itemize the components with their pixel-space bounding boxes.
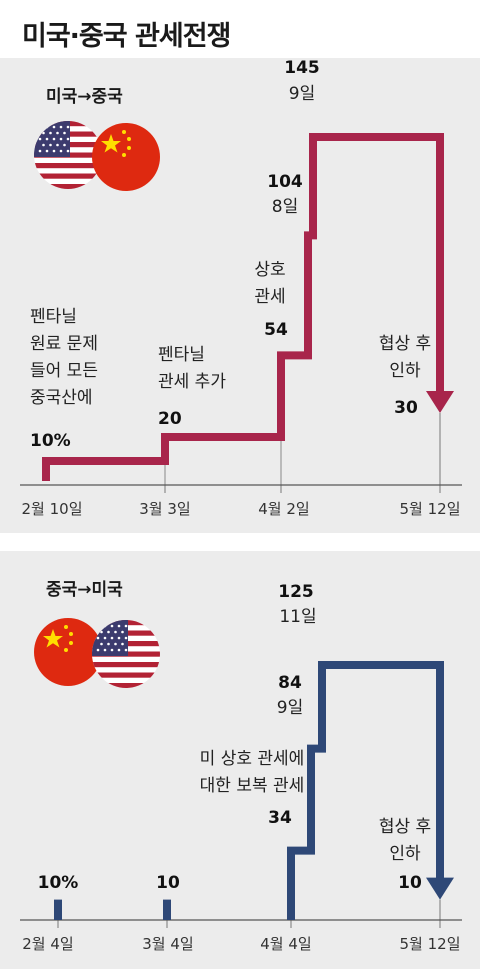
data-label: 30 [394,398,418,418]
x-tick-label: 3월 4일 [142,935,193,953]
annotation-text: 관세 [254,287,285,307]
x-tick-label: 4월 4일 [260,935,311,953]
x-tick-label: 5월 12일 [400,500,461,518]
us-to-china-chart: 미국→중국 [20,58,462,518]
data-label: 34 [268,808,292,828]
early-tariff-marks [54,899,171,920]
tariff-bar [54,899,62,920]
annotation-text: 펜타닐 [30,307,77,327]
annotation-text: 협상 후 [379,334,431,354]
annotation-text: 중국산에 [30,388,93,408]
page-title: 미국·중국 관세전쟁 [22,21,231,52]
x-tick-label: 3월 3일 [139,500,190,518]
subtitle: 미국→중국 [46,87,123,107]
end-arrow [426,877,454,900]
series-line [42,133,444,481]
data-date: 9일 [289,84,315,104]
us-to-china-panel: 미국→중국 [0,58,480,533]
annotation-text: 들어 모든 [30,361,98,381]
end-arrow [426,391,454,413]
data-label: 54 [264,320,288,340]
data-label: 10 [156,873,180,893]
data-label: 125 [278,582,314,602]
x-tick-labels: 2월 10일 3월 3일 4월 2일 5월 12일 [22,500,461,518]
annotation-text: 대한 보복 관세 [200,776,305,796]
x-tick-label: 2월 10일 [22,500,83,518]
china-flag [34,618,102,686]
gridlines [57,899,441,928]
data-label: 145 [284,58,320,78]
x-tick-label: 2월 4일 [22,935,73,953]
x-tick-label: 5월 12일 [400,935,461,953]
annotation-text: 상호 [254,260,285,280]
china-to-us-panel: 중국→미국 [0,551,480,969]
annotation-text: 인하 [389,844,421,864]
us-flag [34,121,102,189]
data-date: 8일 [272,197,298,217]
data-label: 84 [278,673,302,693]
data-label: 10% [30,431,71,451]
data-label: 10 [398,873,422,893]
annotation-text: 원료 문제 [30,334,98,354]
annotation-text: 인하 [389,361,421,381]
series-line [287,661,444,920]
annotation-text: 펜타닐 [158,345,205,365]
data-label: 10% [38,873,79,893]
x-tick-labels: 2월 4일 3월 4일 4월 4일 5월 12일 [22,935,460,953]
subtitle: 중국→미국 [46,580,123,600]
china-to-us-chart: 중국→미국 [20,580,462,953]
us-flag [92,620,160,688]
data-label: 104 [267,172,303,192]
data-date: 11일 [279,607,316,627]
data-date: 9일 [277,698,303,718]
annotation-text: 관세 추가 [158,372,226,392]
data-label: 20 [158,409,182,429]
china-flag [92,123,160,191]
annotation-text: 협상 후 [379,817,431,837]
x-tick-label: 4월 2일 [258,500,309,518]
annotation-text: 미 상호 관세에 [200,749,305,769]
tariff-bar [163,899,171,920]
